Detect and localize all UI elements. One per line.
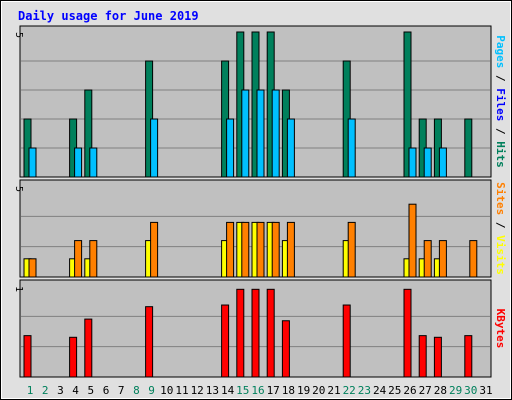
bar-kbytes-day-30 <box>464 335 473 378</box>
y-max-label: 5 <box>13 186 24 192</box>
bar-files-day-17 <box>271 89 280 178</box>
bar-kbytes-day-27 <box>418 335 427 378</box>
bar-files-day-27 <box>423 147 432 178</box>
x-tick-day-24: 24 <box>373 384 387 397</box>
x-tick-day-16: 16 <box>251 384 264 397</box>
x-tick-day-19: 19 <box>297 384 310 397</box>
x-tick-day-22: 22 <box>343 384 356 397</box>
x-tick-day-9: 9 <box>148 384 155 397</box>
x-tick-day-7: 7 <box>118 384 125 397</box>
bar-kbytes-day-9 <box>145 306 154 378</box>
side-label: Pages / Files / Hits <box>494 35 507 168</box>
bar-files-day-16 <box>256 89 265 178</box>
x-tick-day-28: 28 <box>434 384 447 397</box>
chart-title: Daily usage for June 2019 <box>18 9 199 23</box>
x-tick-day-4: 4 <box>72 384 79 397</box>
bar-kbytes-day-14 <box>221 304 230 378</box>
bar-files-day-9 <box>150 118 159 178</box>
chart-panel-3: 1 KBytes <box>13 279 507 378</box>
bar-sites-day-26 <box>408 203 417 278</box>
side-label-part: / <box>494 68 507 88</box>
side-label-part: Sites <box>494 182 507 215</box>
x-tick-day-12: 12 <box>191 384 204 397</box>
side-label-part: Pages <box>494 35 507 68</box>
bar-kbytes-day-17 <box>266 288 275 378</box>
x-tick-day-14: 14 <box>221 384 235 397</box>
x-tick-day-20: 20 <box>312 384 325 397</box>
bar-files-day-18 <box>286 118 295 178</box>
bar-kbytes-day-1 <box>23 335 32 378</box>
x-tick-day-30: 30 <box>464 384 477 397</box>
x-tick-day-25: 25 <box>388 384 401 397</box>
bar-sites-day-1 <box>28 258 37 278</box>
y-max-label: 5 <box>13 32 24 38</box>
x-tick-day-31: 31 <box>479 384 492 397</box>
x-tick-day-3: 3 <box>57 384 64 397</box>
side-label-part: / <box>494 215 507 235</box>
side-label-part: Files <box>494 88 507 121</box>
chart-panel-1: 5 Pages / Files / Hits <box>13 25 507 178</box>
bar-sites-day-4 <box>74 240 83 278</box>
bar-kbytes-day-28 <box>433 336 442 378</box>
side-label-part: Hits <box>494 141 507 168</box>
bar-files-day-15 <box>241 89 250 178</box>
side-label-part: KBytes <box>494 309 507 349</box>
bar-kbytes-day-26 <box>403 288 412 378</box>
bar-kbytes-day-22 <box>342 304 351 378</box>
bar-sites-day-15 <box>241 221 250 278</box>
side-label-part: / <box>494 121 507 141</box>
x-tick-day-2: 2 <box>42 384 49 397</box>
bar-sites-day-28 <box>438 240 447 278</box>
x-tick-day-26: 26 <box>403 384 416 397</box>
bar-kbytes-day-15 <box>236 288 245 378</box>
bar-sites-day-27 <box>423 240 432 278</box>
bar-files-day-5 <box>89 147 98 178</box>
bar-kbytes-day-18 <box>281 320 290 378</box>
x-tick-day-13: 13 <box>206 384 219 397</box>
bar-sites-day-18 <box>286 221 295 278</box>
bar-sites-day-30 <box>469 240 478 278</box>
side-label-part: Visits <box>494 235 507 275</box>
bar-hits-day-26 <box>403 31 412 178</box>
x-tick-day-29: 29 <box>449 384 462 397</box>
bar-hits-day-5 <box>84 89 93 178</box>
x-tick-day-6: 6 <box>103 384 110 397</box>
bar-hits-day-30 <box>464 118 473 178</box>
bar-files-day-28 <box>438 147 447 178</box>
bar-sites-day-5 <box>89 240 98 278</box>
bar-files-day-1 <box>28 147 37 178</box>
x-tick-day-21: 21 <box>327 384 340 397</box>
bar-sites-day-9 <box>150 221 159 278</box>
bar-kbytes-day-4 <box>69 336 78 378</box>
bar-sites-day-22 <box>347 221 356 278</box>
bar-sites-day-17 <box>271 221 280 278</box>
x-tick-day-15: 15 <box>236 384 249 397</box>
x-tick-day-17: 17 <box>267 384 280 397</box>
bar-sites-day-16 <box>256 221 265 278</box>
bar-kbytes-day-16 <box>251 288 260 378</box>
bar-kbytes-day-5 <box>84 318 93 378</box>
chart-panel-2: 5 Sites / Visits <box>13 179 507 278</box>
bar-files-day-22 <box>347 118 356 178</box>
bar-files-day-26 <box>408 147 417 178</box>
x-tick-day-18: 18 <box>282 384 295 397</box>
x-tick-day-23: 23 <box>358 384 371 397</box>
x-tick-day-27: 27 <box>419 384 432 397</box>
side-label: Sites / Visits <box>494 182 507 275</box>
x-tick-day-5: 5 <box>87 384 94 397</box>
bar-files-day-14 <box>226 118 235 178</box>
x-tick-day-10: 10 <box>160 384 173 397</box>
y-max-label: 1 <box>13 286 24 292</box>
bar-files-day-4 <box>74 147 83 178</box>
side-label: KBytes <box>494 309 507 349</box>
x-tick-day-11: 11 <box>175 384 188 397</box>
x-tick-day-8: 8 <box>133 384 140 397</box>
x-tick-day-1: 1 <box>27 384 34 397</box>
bar-sites-day-14 <box>226 221 235 278</box>
